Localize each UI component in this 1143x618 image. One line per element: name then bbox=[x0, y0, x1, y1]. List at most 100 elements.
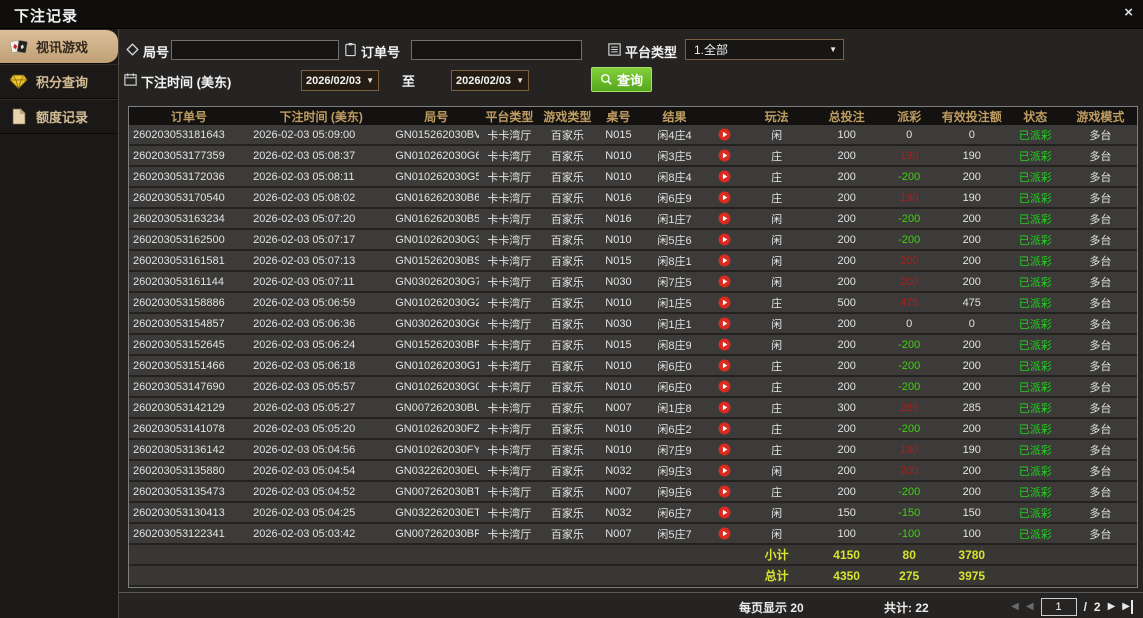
first-page-icon[interactable]: ◀ bbox=[1011, 601, 1019, 612]
play-video-icon[interactable] bbox=[718, 275, 731, 288]
play-video-icon[interactable] bbox=[718, 401, 731, 414]
cell-game_type: 百家乐 bbox=[539, 271, 596, 293]
play-video-icon[interactable] bbox=[718, 233, 731, 246]
prev-page-icon[interactable]: ◀ bbox=[1025, 601, 1034, 612]
play-video-icon[interactable] bbox=[718, 338, 731, 351]
cell-total_bet: 200 bbox=[811, 418, 882, 440]
last-page-icon[interactable]: ▶ bbox=[1122, 600, 1133, 614]
cell-status: 已派彩 bbox=[1006, 439, 1064, 461]
cell-platform: 卡卡湾厅 bbox=[479, 355, 540, 377]
titlebar: 下注记录 × bbox=[0, 0, 1143, 29]
cell-payout: -200 bbox=[881, 418, 937, 440]
play-video-icon[interactable] bbox=[718, 464, 731, 477]
cell-valid_bet: 200 bbox=[936, 208, 1007, 230]
table-row: 260203053141078 2026-02-03 05:05:20 GN0102… bbox=[129, 418, 1137, 440]
cell-play_type: 庄 bbox=[741, 418, 812, 440]
result-video-cell bbox=[707, 397, 742, 419]
cell-mode: 多台 bbox=[1063, 397, 1137, 419]
cell-play_type: 庄 bbox=[741, 481, 812, 503]
cell-platform: 卡卡湾厅 bbox=[479, 334, 540, 356]
cell-order_no: 260203053170540 bbox=[129, 187, 250, 209]
order-number-input[interactable] bbox=[411, 40, 582, 60]
sidebar-item-points-query[interactable]: 积分查询 bbox=[0, 64, 118, 99]
cell-bet_time: 2026-02-03 05:08:37 bbox=[249, 145, 394, 167]
play-video-icon[interactable] bbox=[718, 380, 731, 393]
cell-mode: 多台 bbox=[1063, 481, 1137, 503]
round-number-input[interactable] bbox=[171, 40, 339, 60]
cell-round_no: GN030262030G6 bbox=[393, 313, 480, 335]
page-number-input[interactable] bbox=[1040, 598, 1077, 616]
cell-order_no: 260203053135880 bbox=[129, 460, 250, 482]
total-total-bet: 4350 bbox=[811, 565, 882, 587]
cell-table_no: N010 bbox=[595, 145, 642, 167]
play-video-icon[interactable] bbox=[718, 128, 731, 141]
play-video-icon[interactable] bbox=[718, 254, 731, 267]
cell-platform: 卡卡湾厅 bbox=[479, 208, 540, 230]
cell-platform: 卡卡湾厅 bbox=[479, 229, 540, 251]
sidebar-item-video-games[interactable]: 视讯游戏 bbox=[0, 29, 118, 64]
play-video-icon[interactable] bbox=[718, 317, 731, 330]
cell-platform: 卡卡湾厅 bbox=[479, 523, 540, 545]
cell-status: 已派彩 bbox=[1006, 460, 1064, 482]
cell-result: 闲6庄9 bbox=[641, 187, 708, 209]
table-row: 260203053170540 2026-02-03 05:08:02 GN0162… bbox=[129, 187, 1137, 209]
result-video-cell bbox=[707, 208, 742, 230]
cell-order_no: 260203053162500 bbox=[129, 229, 250, 251]
platform-type-icon bbox=[607, 42, 622, 57]
cell-platform: 卡卡湾厅 bbox=[479, 418, 540, 440]
cell-round_no: GN010262030G6 bbox=[393, 145, 480, 167]
play-video-icon[interactable] bbox=[718, 422, 731, 435]
play-video-icon[interactable] bbox=[718, 506, 731, 519]
result-video-cell bbox=[707, 460, 742, 482]
cell-platform: 卡卡湾厅 bbox=[479, 125, 540, 146]
cell-order_no: 260203053130413 bbox=[129, 502, 250, 524]
cell-table_no: N032 bbox=[595, 502, 642, 524]
cell-round_no: GN010262030G2 bbox=[393, 292, 480, 314]
sidebar-item-quota-records[interactable]: 额度记录 bbox=[0, 99, 118, 134]
cell-play_type: 闲 bbox=[741, 523, 812, 545]
date-to-select[interactable]: 2026/02/03 ▼ bbox=[451, 70, 529, 91]
cell-payout: 200 bbox=[881, 460, 937, 482]
play-video-icon[interactable] bbox=[718, 149, 731, 162]
play-video-icon[interactable] bbox=[718, 212, 731, 225]
next-page-icon[interactable]: ▶ bbox=[1107, 601, 1116, 612]
date-from-select[interactable]: 2026/02/03 ▼ bbox=[301, 70, 379, 91]
column-header: 游戏类型 bbox=[539, 107, 596, 125]
cell-bet_time: 2026-02-03 05:04:56 bbox=[249, 439, 394, 461]
table-row: 260203053142129 2026-02-03 05:05:27 GN0072… bbox=[129, 397, 1137, 419]
cell-mode: 多台 bbox=[1063, 418, 1137, 440]
result-video-cell bbox=[707, 166, 742, 188]
cell-play_type: 闲 bbox=[741, 460, 812, 482]
play-video-icon[interactable] bbox=[718, 527, 731, 540]
subtotal-row: 小计 4150 80 3780 bbox=[129, 544, 1137, 566]
play-video-icon[interactable] bbox=[718, 170, 731, 183]
play-video-icon[interactable] bbox=[718, 485, 731, 498]
cell-status: 已派彩 bbox=[1006, 187, 1064, 209]
cell-payout: -150 bbox=[881, 502, 937, 524]
play-video-icon[interactable] bbox=[718, 296, 731, 309]
cell-play_type: 闲 bbox=[741, 502, 812, 524]
result-video-cell bbox=[707, 355, 742, 377]
cell-bet_time: 2026-02-03 05:03:42 bbox=[249, 523, 394, 545]
cell-status: 已派彩 bbox=[1006, 208, 1064, 230]
platform-type-select[interactable]: 1.全部 ▼ bbox=[685, 39, 844, 60]
close-icon[interactable]: × bbox=[1124, 4, 1133, 21]
cell-valid_bet: 200 bbox=[936, 376, 1007, 398]
cell-round_no: GN010262030G5 bbox=[393, 166, 480, 188]
cell-table_no: N030 bbox=[595, 313, 642, 335]
cell-result: 闲5庄7 bbox=[641, 523, 708, 545]
cell-result: 闲6庄0 bbox=[641, 355, 708, 377]
cell-bet_time: 2026-02-03 05:04:52 bbox=[249, 481, 394, 503]
play-video-icon[interactable] bbox=[718, 191, 731, 204]
cell-bet_time: 2026-02-03 05:04:25 bbox=[249, 502, 394, 524]
column-header: 下注时间 (美东) bbox=[249, 107, 394, 125]
result-video-cell bbox=[707, 481, 742, 503]
cell-play_type: 闲 bbox=[741, 208, 812, 230]
play-video-icon[interactable] bbox=[718, 443, 731, 456]
cell-table_no: N016 bbox=[595, 208, 642, 230]
play-video-icon[interactable] bbox=[718, 359, 731, 372]
cell-total_bet: 300 bbox=[811, 397, 882, 419]
cell-status: 已派彩 bbox=[1006, 145, 1064, 167]
query-button[interactable]: 查询 bbox=[591, 67, 653, 92]
